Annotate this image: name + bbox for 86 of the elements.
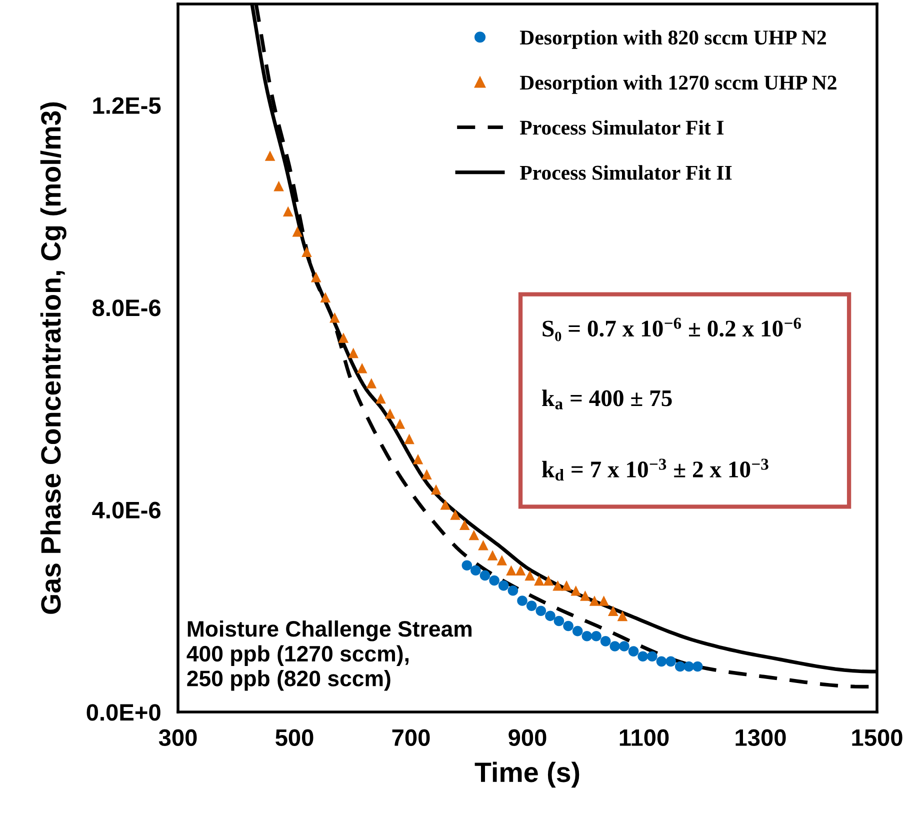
point [292, 226, 303, 237]
point [545, 610, 556, 622]
point [478, 540, 488, 550]
point [610, 641, 620, 652]
point [647, 651, 658, 662]
point [656, 656, 667, 667]
point [508, 585, 518, 596]
point [628, 646, 639, 656]
point [430, 484, 442, 495]
point [619, 641, 630, 652]
point [366, 378, 377, 388]
legend-label: Desorption with 1270 sccm UHP N2 [520, 75, 836, 94]
point [526, 600, 537, 611]
point [552, 580, 563, 591]
point [412, 454, 424, 464]
point [480, 570, 490, 581]
x-tick-label: 1500 [852, 729, 902, 746]
legend-label: Process Simulator Fit I [520, 120, 724, 135]
point [489, 575, 500, 586]
x-tick-label: 1300 [736, 729, 786, 746]
point [384, 408, 396, 419]
point [404, 434, 414, 444]
point [264, 150, 276, 161]
x-tick-label: 700 [392, 729, 430, 746]
point [543, 575, 554, 586]
annotation: k$_{a}$ = 400 ± 75 [542, 390, 672, 410]
x-tick-label: 300 [158, 729, 197, 746]
point [580, 590, 590, 601]
point [462, 560, 472, 570]
point [561, 580, 572, 591]
point [600, 636, 611, 646]
point [666, 656, 676, 667]
point [572, 626, 583, 636]
point [638, 651, 648, 662]
point [330, 312, 340, 323]
point [598, 596, 609, 606]
point [517, 596, 528, 606]
point [554, 616, 564, 626]
point [338, 332, 349, 343]
point [459, 520, 470, 530]
point [422, 469, 432, 480]
y-tick-label: 4.0E-6 [92, 502, 160, 518]
point [440, 500, 451, 510]
annotation: S₀ = 0.7 x 10$^{−6}$ ± 0.2 x 10$^{−6}$ [542, 318, 801, 342]
point [563, 620, 574, 632]
point [506, 565, 516, 576]
point [617, 610, 628, 622]
point [302, 246, 312, 257]
point [356, 362, 368, 374]
point [582, 630, 592, 642]
legend-label: Process Simulator Fit II [520, 165, 732, 180]
point [282, 206, 294, 216]
point [470, 565, 481, 576]
annotation: Moisture Challenge Stream 400 ppb (1270 sccm), 250 ppb (820 sccm) [186, 620, 472, 691]
point [589, 596, 600, 606]
y-axis-title: Gas Phase Concentration, Cg (mol/m3) [40, 102, 66, 614]
point [274, 180, 284, 192]
x-tick-label: 500 [276, 729, 314, 746]
x-axis-title: Time (s) [474, 762, 580, 788]
point [376, 393, 386, 404]
annotation: k$_{d}$ = 7 x 10$^{−3}$ ± 2 x 10$^{−3}$ [542, 458, 768, 481]
point [524, 570, 535, 581]
point [450, 510, 460, 520]
y-tick-label: 1.2E-5 [93, 97, 161, 114]
point [468, 530, 480, 540]
point [394, 418, 406, 429]
point [674, 661, 686, 672]
y-tick-label: 8.0E-6 [92, 299, 160, 316]
point [487, 550, 498, 560]
point [692, 661, 703, 672]
point [684, 661, 694, 672]
point [534, 575, 544, 586]
point [348, 348, 358, 358]
point [515, 565, 526, 576]
point [498, 580, 509, 591]
point [591, 630, 602, 642]
x-tick-label: 1100 [620, 729, 669, 746]
point [570, 585, 581, 596]
y-tick-label: 0.0E+0 [86, 704, 160, 721]
point [608, 606, 618, 616]
point [320, 292, 331, 302]
legend-label: Desorption with 820 sccm UHP N2 [520, 30, 826, 49]
x-tick-label: 900 [508, 729, 546, 746]
point [496, 555, 508, 566]
point [536, 606, 546, 616]
point [310, 272, 322, 282]
